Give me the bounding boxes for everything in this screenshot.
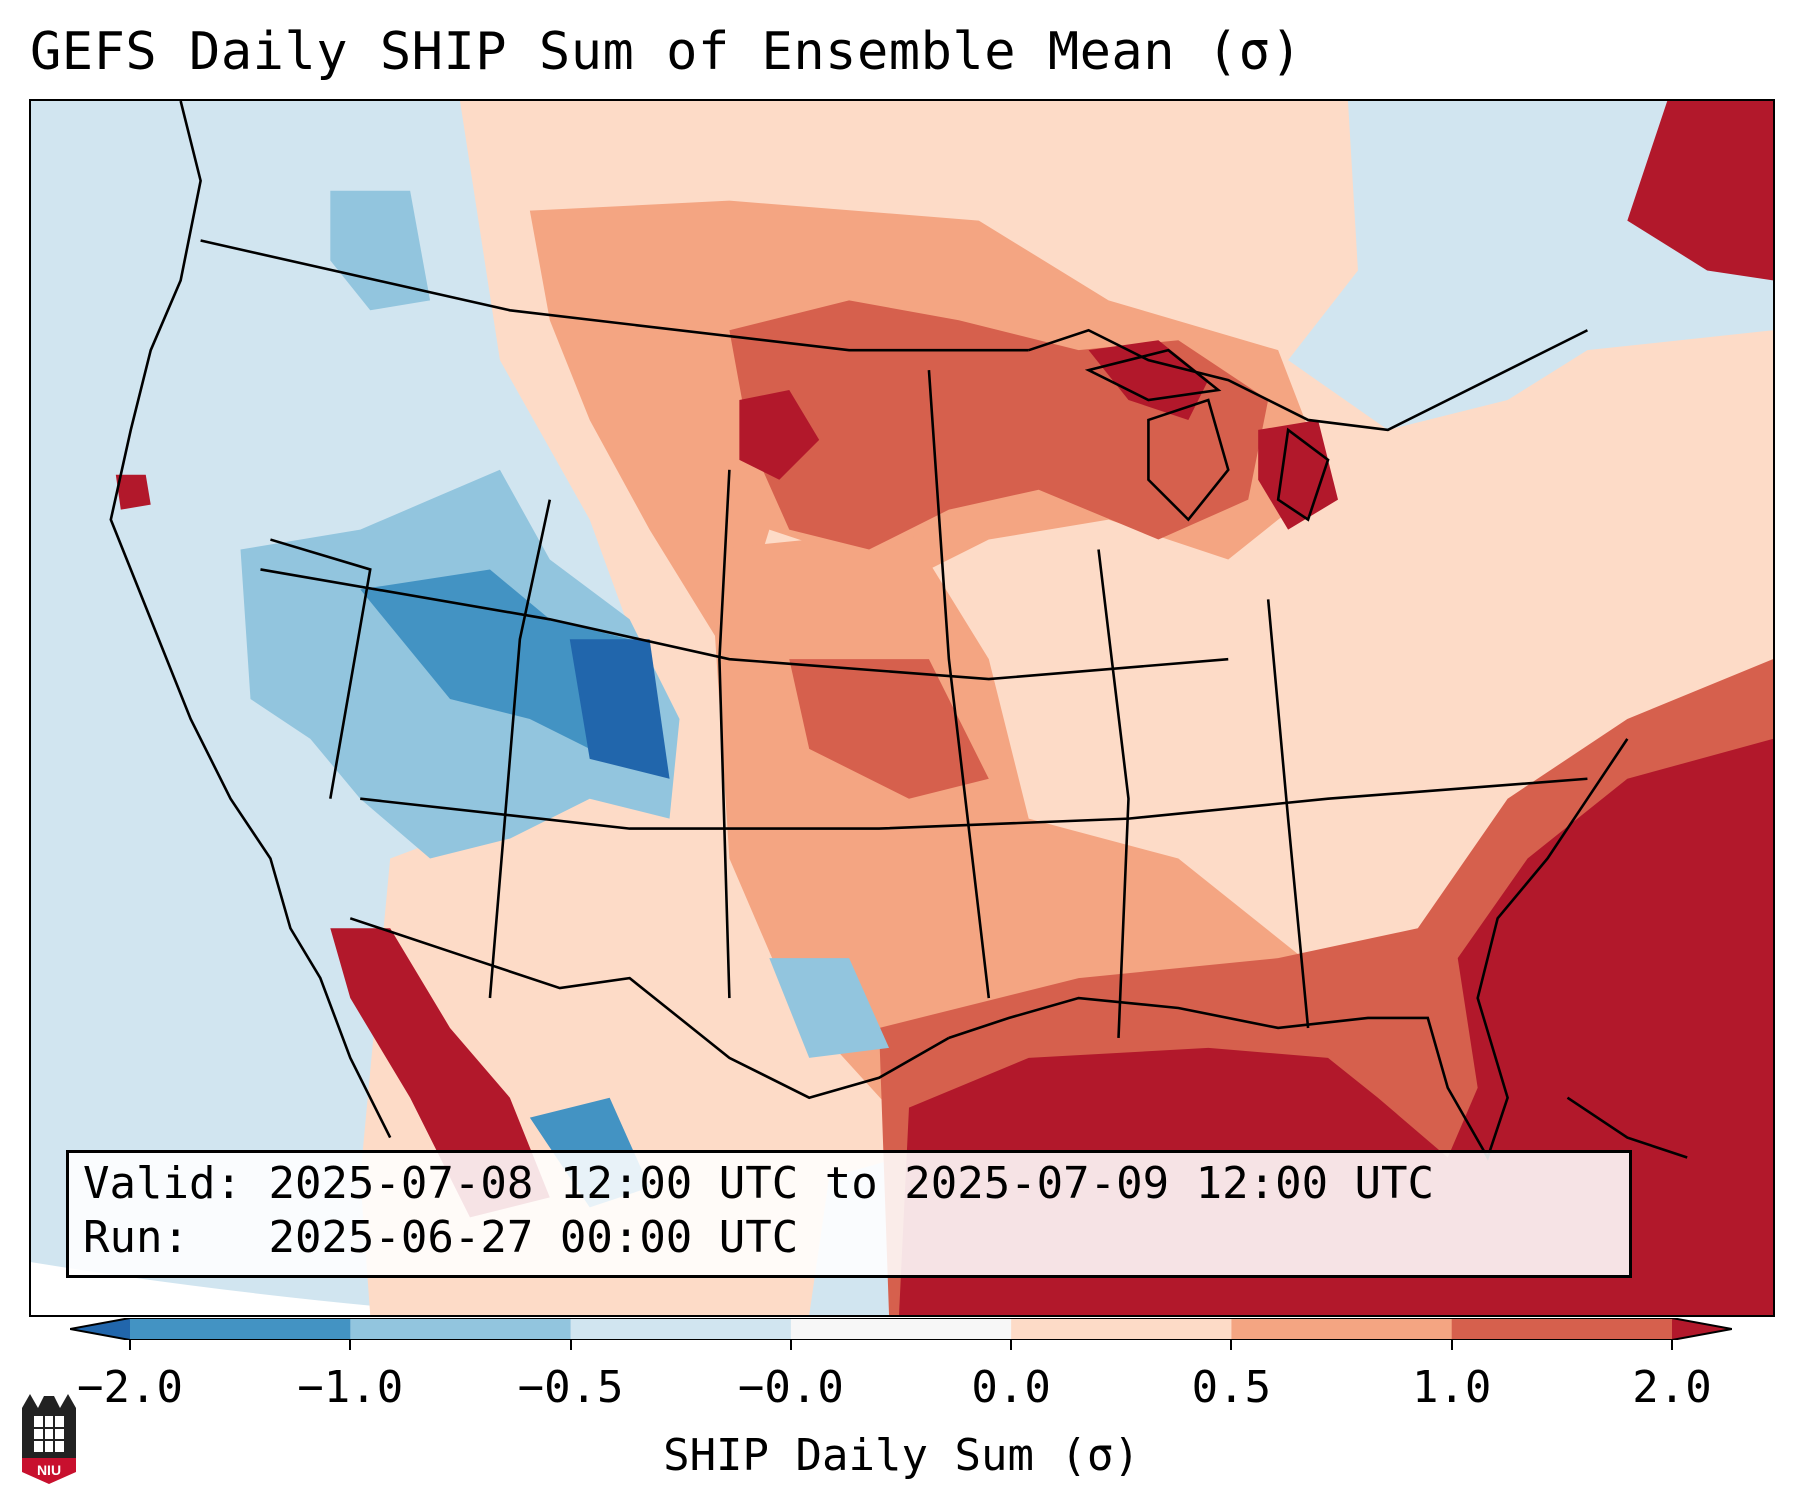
colorbar-tick-label: 2.0 [1632, 1362, 1712, 1413]
colorbar-tick [1450, 1340, 1453, 1350]
validity-info-box: Valid: 2025-07-08 12:00 UTC to 2025-07-0… [66, 1150, 1632, 1278]
colorbar-tick [1010, 1340, 1013, 1350]
state-line-4 [488, 499, 552, 999]
colorbar-tick-label: 0.0 [971, 1362, 1051, 1413]
colorbar-extend-high [1672, 1318, 1732, 1340]
lake-superior [1084, 348, 1222, 402]
anomaly-cell-baja [330, 928, 550, 1218]
anomaly-region-neg-max [569, 639, 670, 779]
colorbar-tick-label: −0.0 [737, 1362, 844, 1413]
lake-michigan [1147, 398, 1230, 522]
lake-huron [1276, 427, 1330, 522]
colorbar-tick-label: −0.5 [517, 1362, 624, 1413]
colorbar-bin [350, 1318, 572, 1340]
colorbar [70, 1318, 1732, 1340]
outside-domain-sw [31, 1262, 477, 1315]
valid-label: Valid: [83, 1158, 242, 1209]
colorbar-bin [1231, 1318, 1453, 1340]
anomaly-cell-dakota [739, 390, 820, 480]
state-line-7 [1097, 549, 1130, 1038]
colorbar-title: SHIP Daily Sum (σ) [663, 1430, 1140, 1481]
colorbar-bin [130, 1318, 351, 1340]
us-canada-border [200, 239, 1029, 352]
map-panel[interactable] [29, 99, 1775, 1317]
colorbar-tick-label: 0.5 [1191, 1362, 1272, 1413]
colorbar-tick-label: −1.0 [297, 1362, 404, 1413]
run-label: Run: [83, 1212, 189, 1263]
anomaly-cell-washington [330, 190, 431, 311]
colorbar-tick-label: −2.0 [77, 1362, 183, 1413]
state-line-1 [260, 568, 1229, 681]
coastline-and-borders [109, 101, 1688, 1161]
university-logo-icon: NIU [22, 1394, 76, 1484]
canada-border-east [1028, 328, 1589, 432]
state-line-3 [270, 538, 372, 799]
map-title: GEFS Daily SHIP Sum of Ensemble Mean (σ) [30, 22, 1303, 82]
cuba-coast [1566, 1096, 1688, 1159]
ship-anomaly-map [31, 101, 1773, 1315]
colorbar-bin [1011, 1318, 1232, 1340]
logo-text: NIU [37, 1462, 61, 1478]
colorbar-tick-label: 1.0 [1411, 1362, 1492, 1413]
colorbar-bin [1451, 1318, 1673, 1340]
run-time: 2025-06-27 00:00 UTC [268, 1212, 799, 1263]
colorbar-tick [569, 1340, 572, 1350]
state-line-8 [1266, 599, 1310, 1029]
state-line-5 [718, 469, 731, 999]
colorbar-tick [789, 1340, 792, 1350]
colorbar-bin [570, 1318, 792, 1340]
valid-time: 2025-07-08 12:00 UTC to 2025-07-09 12:00… [268, 1158, 1435, 1209]
anomaly-cell-oregon-coast [115, 474, 151, 510]
state-line-6 [927, 370, 991, 999]
colorbar-tick [349, 1340, 352, 1350]
us-mexico-border [349, 917, 950, 1100]
state-line-2 [360, 777, 1588, 830]
colorbar-tick [1671, 1340, 1673, 1350]
colorbar-tick [1230, 1340, 1233, 1350]
anomaly-cell-maritimes [1627, 101, 1773, 281]
colorbar-tick [129, 1340, 131, 1350]
gulf-atlantic-coast [948, 738, 1629, 1161]
colorbar-bin [790, 1318, 1012, 1340]
colorbar-extend-low [70, 1318, 130, 1340]
anomaly-cell-superior [1088, 340, 1209, 420]
anomaly-cell-huron [1258, 419, 1338, 530]
pacific-coastline [109, 101, 392, 1139]
